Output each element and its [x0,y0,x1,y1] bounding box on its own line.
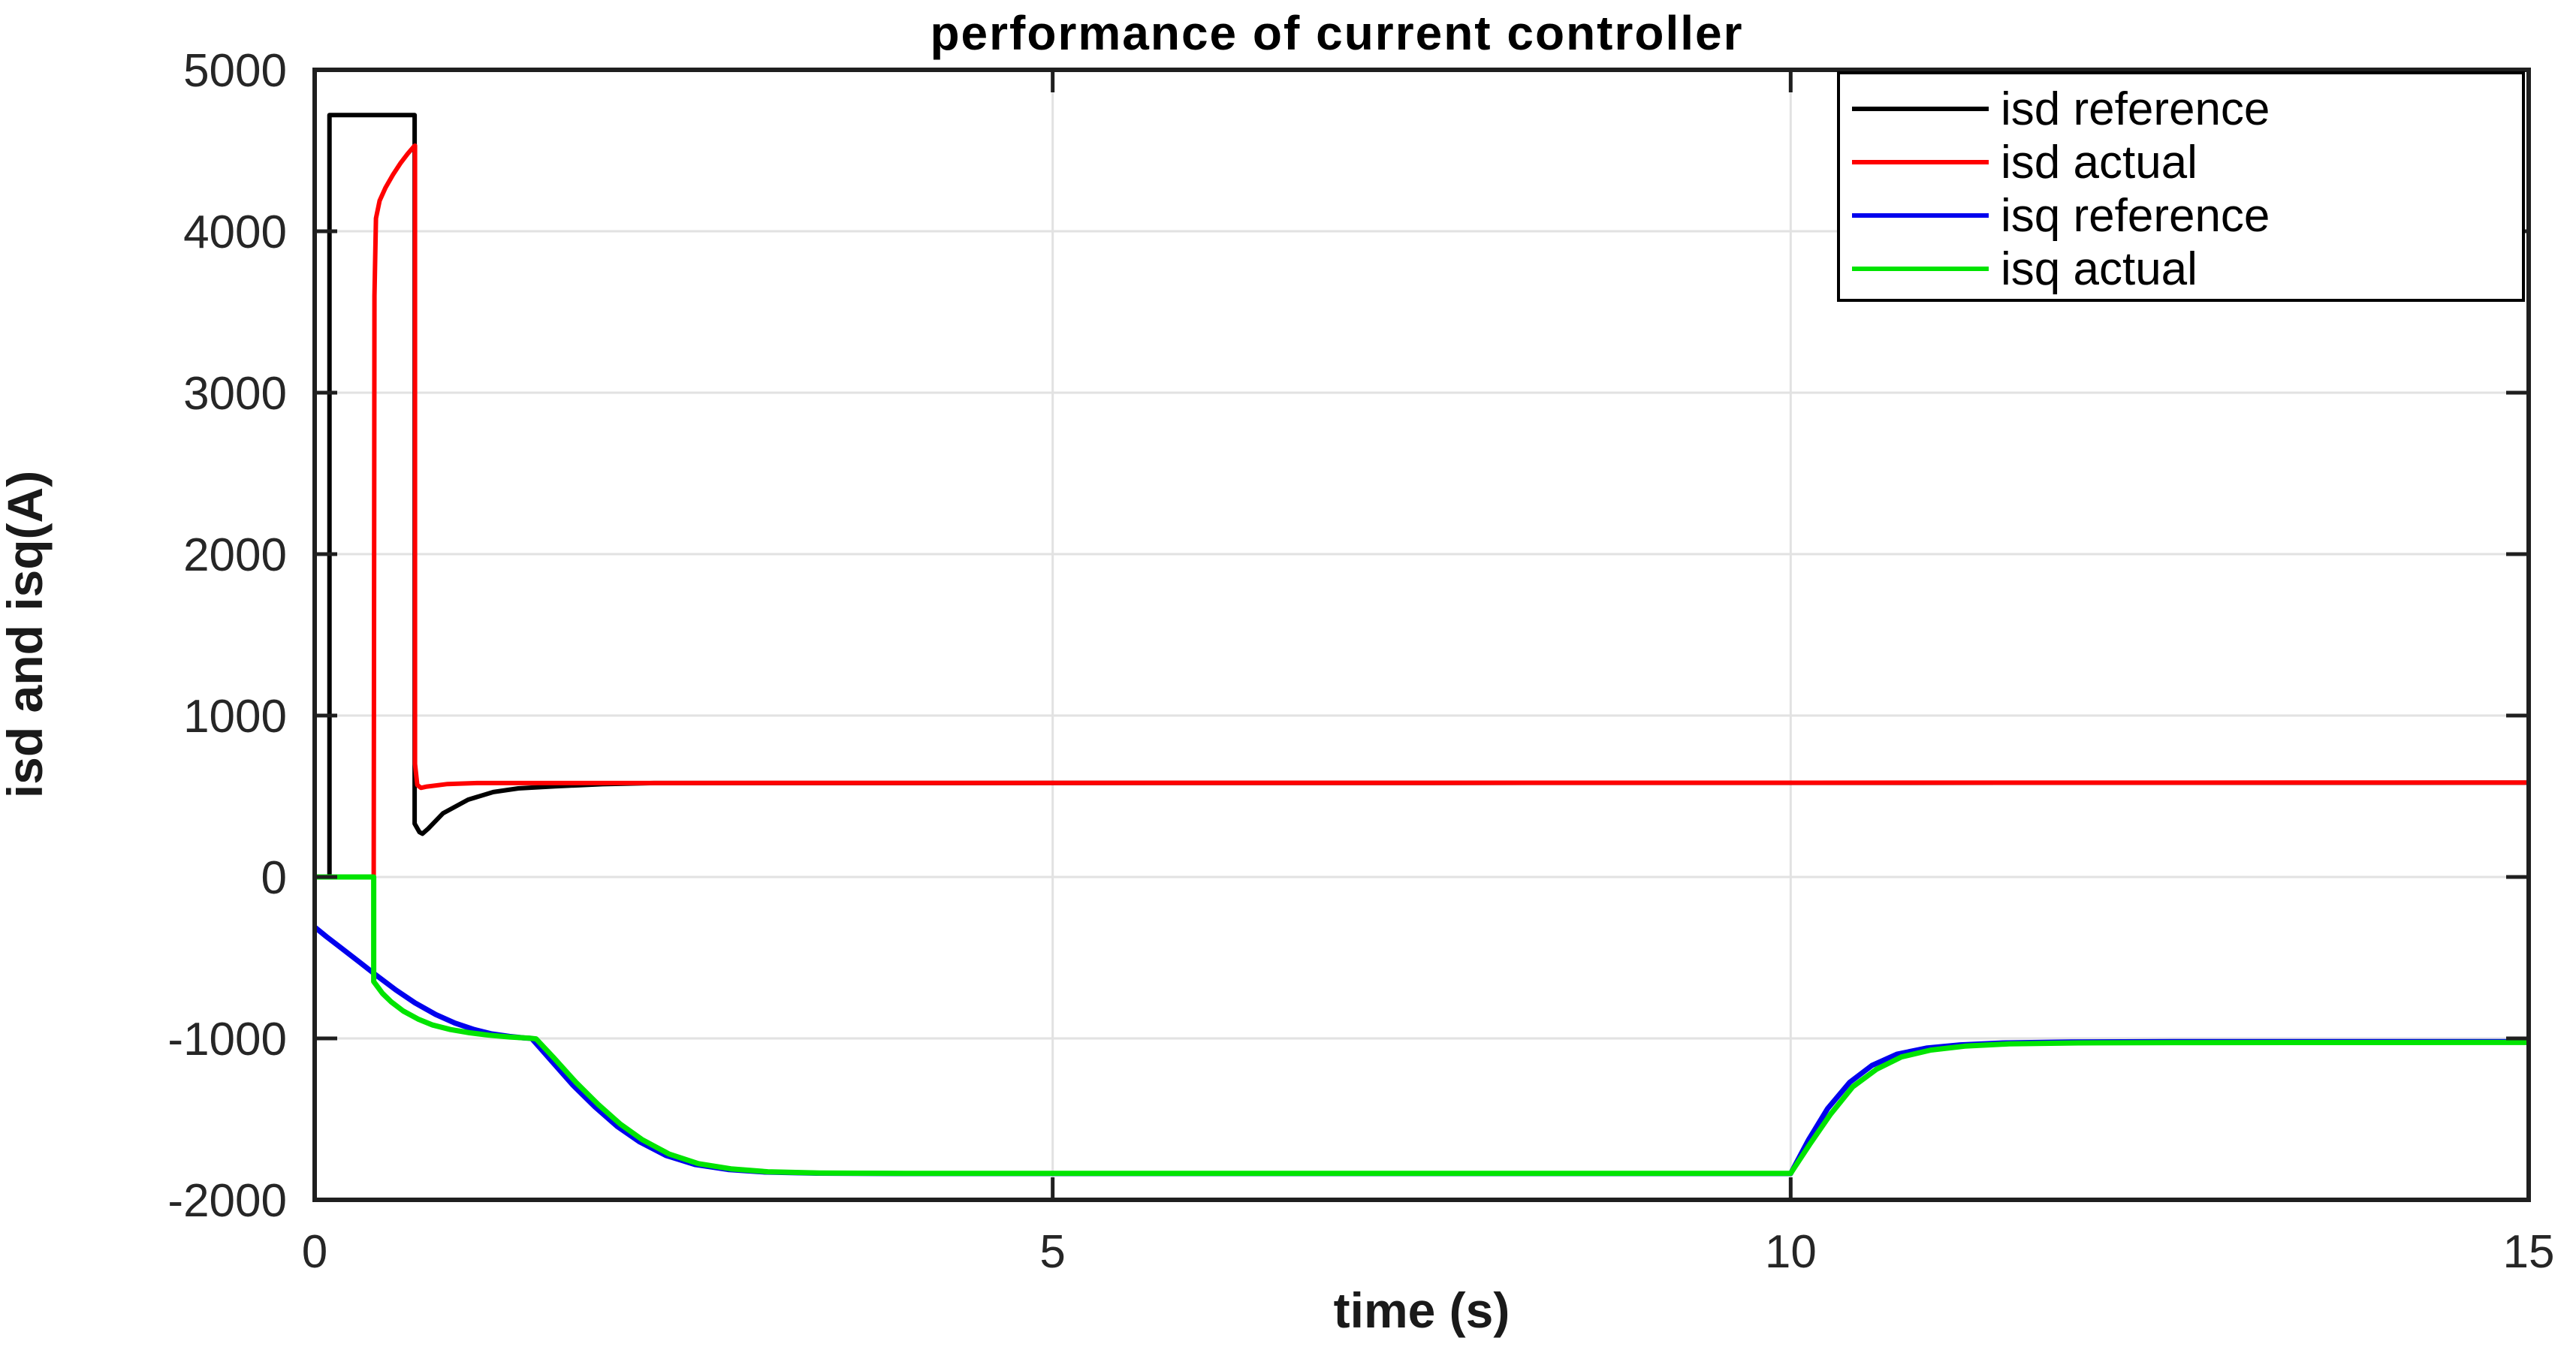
legend-label-isd-reference: isd reference [2001,83,2270,135]
series-line-isd-actual [315,143,2529,879]
legend: isd reference isd actual isq reference i… [1837,71,2525,302]
x-tick-label: 5 [1039,1226,1065,1278]
y-tick-label: 1000 [183,691,287,743]
y-tick-label: -1000 [167,1014,287,1065]
legend-item: isq actual [1852,243,2197,295]
y-tick-label: 5000 [183,45,287,97]
legend-item: isd actual [1852,137,2197,188]
x-tick-label: 0 [302,1226,327,1278]
series-line-isq-actual [315,874,2529,1177]
series-lines [312,113,2529,1177]
legend-label-isq-reference: isq reference [2001,190,2270,242]
y-tick-label: 2000 [183,529,287,581]
x-tick-label: 15 [2503,1226,2555,1278]
x-axis-label: time (s) [1334,1282,1510,1338]
y-axis-label: isd and isq(A) [0,471,53,798]
y-tick-label: 4000 [183,206,287,258]
gridlines [315,70,2529,1200]
legend-item: isd reference [1852,83,2270,135]
y-tick-label: -2000 [167,1175,287,1227]
legend-item: isq reference [1852,190,2270,242]
series-line-isq-reference [312,924,2529,1177]
chart-title: performance of current controller [930,6,1743,60]
tick-labels: 0 5 10 15 -2000 -1000 0 1000 2000 3000 4000 5000 [167,45,2554,1278]
legend-label-isq-actual: isq actual [2001,243,2197,295]
legend-label-isd-actual: isd actual [2001,137,2197,188]
y-tick-label: 3000 [183,368,287,420]
y-tick-label: 0 [261,852,287,904]
plot-border [312,68,2531,1202]
x-tick-label: 10 [1765,1226,1817,1278]
